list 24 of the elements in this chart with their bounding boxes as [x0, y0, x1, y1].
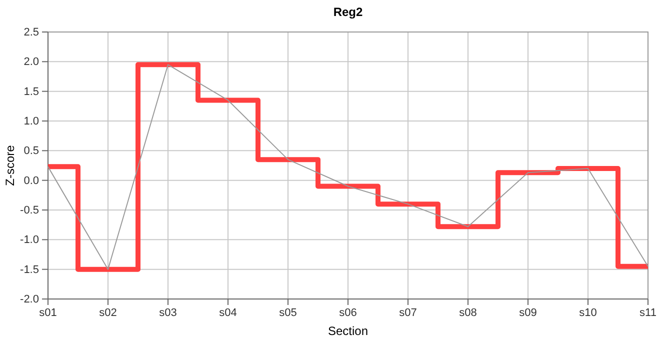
x-tick-label: s04 — [219, 306, 237, 319]
y-tick-label: 0.0 — [24, 174, 39, 187]
x-tick-label: s07 — [399, 306, 417, 319]
x-tick-label: s03 — [159, 306, 177, 319]
y-tick-label: 1.5 — [24, 86, 39, 98]
y-tick-label: -1.0 — [20, 234, 39, 246]
x-tick-label: s06 — [339, 306, 357, 319]
x-tick-label: s09 — [519, 306, 537, 319]
x-tick-label: s11 — [640, 306, 656, 319]
x-tick-label: s10 — [579, 306, 597, 319]
y-tick-label: -0.5 — [20, 204, 39, 217]
y-tick-label: -1.5 — [20, 264, 39, 276]
x-tick-label: s05 — [279, 306, 297, 319]
y-tick-label: 2.5 — [24, 26, 39, 39]
y-tick-label: 1.0 — [24, 116, 39, 128]
chart-title: Reg2 — [333, 5, 363, 19]
y-tick-label: 2.0 — [24, 56, 39, 68]
x-tick-label: s02 — [99, 306, 117, 319]
y-tick-label: -2.0 — [20, 294, 39, 306]
x-tick-label: s08 — [459, 306, 477, 319]
y-axis-title: Z-score — [3, 144, 17, 186]
x-tick-label: s01 — [39, 306, 57, 319]
x-axis-title: Section — [328, 324, 368, 338]
y-tick-label: 0.5 — [24, 145, 39, 158]
